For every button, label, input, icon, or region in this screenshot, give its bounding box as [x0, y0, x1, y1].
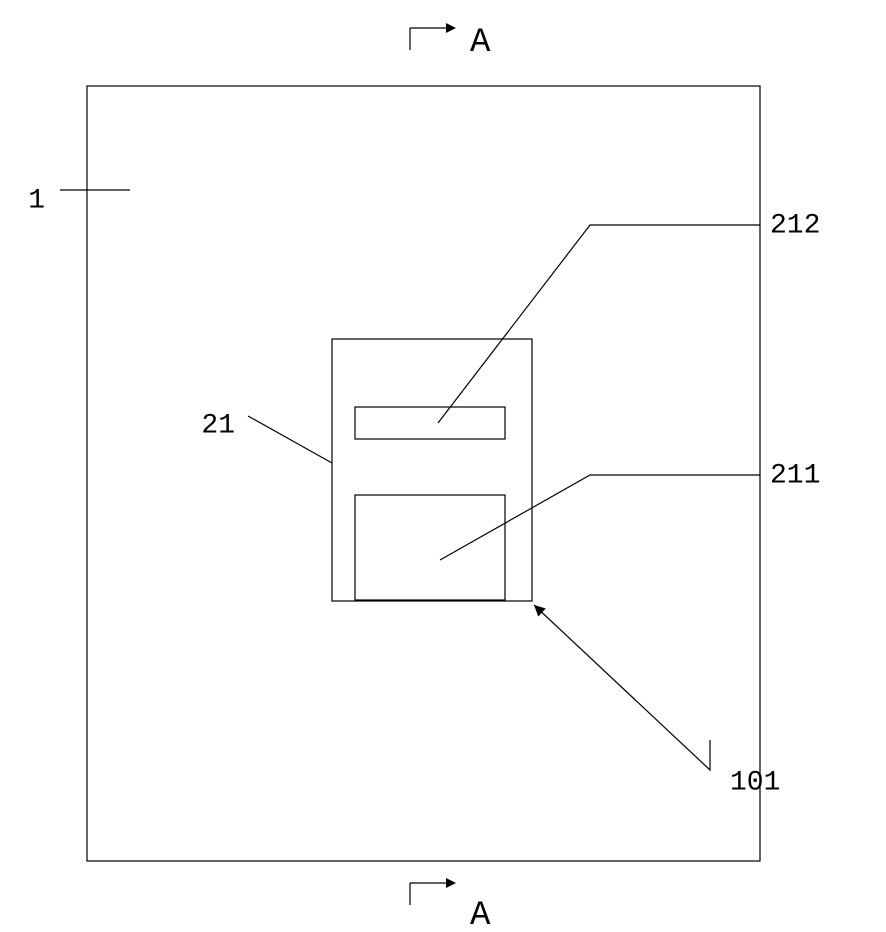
technical-drawing: A A 1 21 212 211 101	[0, 0, 886, 932]
section-marker-top: A	[410, 23, 491, 62]
callout-211-label: 211	[770, 460, 820, 491]
callout-212-label: 212	[770, 210, 820, 241]
callout-101: 101	[534, 605, 780, 798]
section-marker-bottom: A	[410, 878, 491, 932]
inner-box-rect	[355, 495, 505, 600]
callout-101-label: 101	[730, 767, 780, 798]
section-marker-top-label: A	[470, 24, 491, 62]
inner-slot-rect	[355, 407, 505, 439]
callout-212: 212	[438, 210, 820, 423]
callout-1: 1	[28, 185, 130, 216]
section-marker-bottom-label: A	[470, 897, 491, 932]
callout-1-label: 1	[28, 185, 45, 216]
outer-rect	[87, 86, 760, 861]
callout-211: 211	[440, 460, 820, 560]
callout-21-label: 21	[201, 410, 235, 441]
inner-rect	[332, 339, 532, 601]
callout-21: 21	[201, 410, 332, 463]
